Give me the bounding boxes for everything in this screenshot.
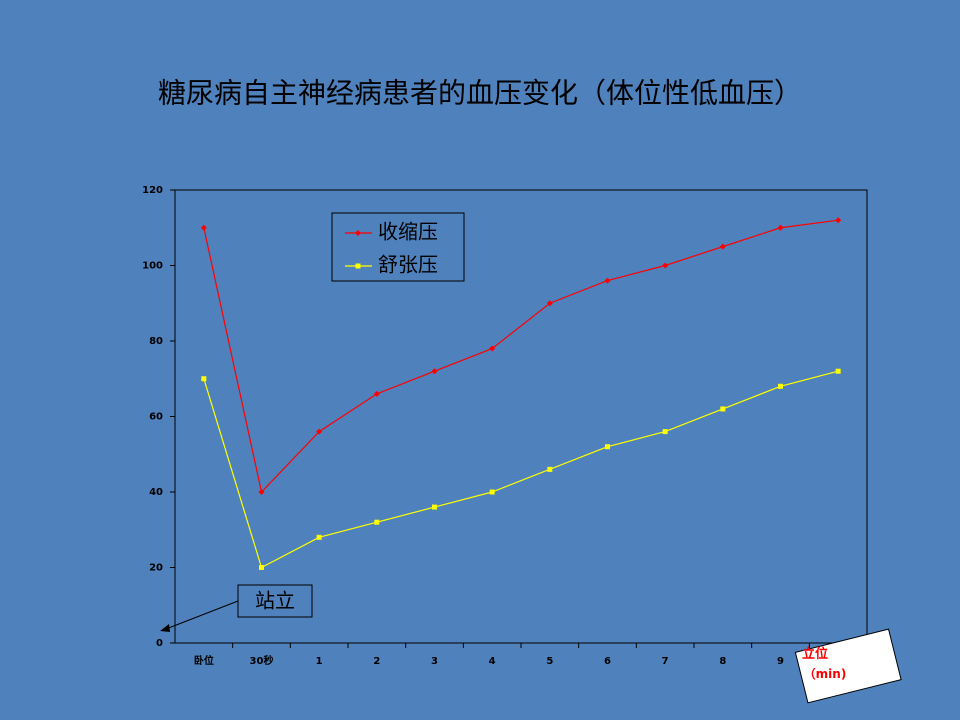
marker: [662, 262, 669, 269]
marker: [373, 390, 380, 397]
legend-box: [331, 212, 465, 282]
marker: [259, 565, 264, 570]
legend-marker: [355, 263, 361, 269]
x-tick-label: 1: [316, 656, 323, 667]
marker: [316, 428, 323, 435]
marker: [432, 504, 437, 510]
marker: [431, 368, 438, 375]
y-tick-label: 40: [149, 487, 163, 498]
marker: [778, 383, 783, 389]
x-tick-label: 5: [546, 656, 553, 667]
y-tick-label: 20: [149, 563, 163, 574]
legend-label: 收缩压: [378, 220, 438, 244]
callout-box: [237, 584, 313, 618]
marker: [604, 277, 611, 284]
y-tick-label: 80: [149, 336, 163, 347]
x-tick-label: 3: [431, 656, 438, 667]
note-box: [794, 628, 902, 704]
marker: [662, 429, 668, 435]
arrow-head: [160, 624, 170, 632]
marker: [719, 243, 726, 250]
axis-note: （min): [804, 666, 847, 681]
series-line: [203, 219, 839, 494]
marker: [546, 300, 553, 307]
marker: [489, 489, 495, 495]
marker: [547, 466, 553, 472]
marker: [374, 519, 380, 525]
x-tick-label: 30秒: [250, 654, 274, 667]
y-tick-label: 100: [142, 261, 163, 272]
x-tick-label: 卧位: [194, 654, 214, 667]
x-tick-label: 8: [719, 656, 726, 667]
marker: [258, 489, 265, 495]
axis-note: 立位: [802, 646, 828, 662]
x-tick-label: 7: [662, 656, 669, 667]
y-tick-label: 60: [149, 412, 163, 423]
marker: [201, 376, 207, 382]
marker: [605, 444, 610, 450]
x-tick-label: 6: [604, 656, 611, 667]
callout: 站立: [255, 589, 295, 613]
marker: [489, 345, 496, 352]
chart-title: 糖尿病自主神经病患者的血压变化（体位性低血压）: [158, 77, 802, 110]
legend-marker: [355, 230, 361, 236]
y-tick-label: 0: [156, 638, 163, 649]
marker: [720, 406, 726, 412]
x-tick-label: 9: [777, 656, 784, 667]
marker: [777, 224, 784, 231]
marker: [835, 217, 842, 224]
x-tick-label: 2: [373, 656, 380, 667]
marker: [200, 224, 207, 231]
marker: [835, 368, 841, 374]
series-line: [203, 370, 839, 569]
marker: [316, 534, 322, 540]
legend-label: 舒张压: [378, 253, 438, 277]
callout-arrow: [165, 600, 239, 630]
note-group: [794, 628, 902, 704]
y-tick-label: 120: [142, 185, 163, 196]
x-tick-label: 4: [489, 656, 496, 667]
